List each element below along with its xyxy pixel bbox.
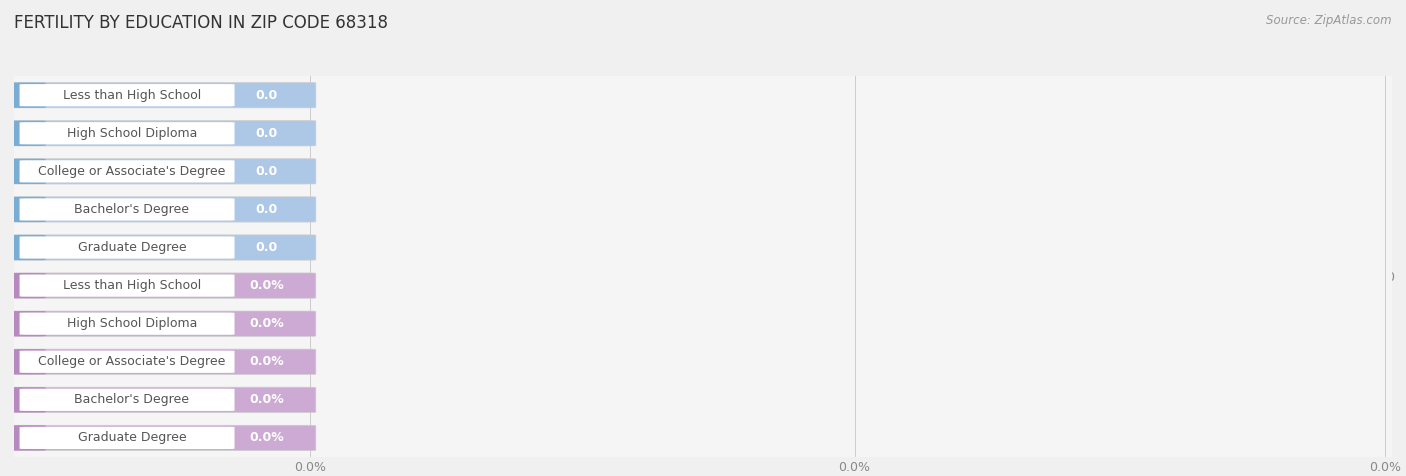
Text: College or Associate's Degree: College or Associate's Degree	[38, 165, 225, 178]
FancyBboxPatch shape	[8, 311, 46, 337]
FancyBboxPatch shape	[20, 351, 235, 373]
Text: Source: ZipAtlas.com: Source: ZipAtlas.com	[1267, 14, 1392, 27]
FancyBboxPatch shape	[8, 235, 316, 260]
Text: High School Diploma: High School Diploma	[66, 127, 197, 140]
FancyBboxPatch shape	[8, 387, 316, 413]
Text: Graduate Degree: Graduate Degree	[77, 241, 186, 254]
FancyBboxPatch shape	[8, 120, 316, 146]
Text: 0.0: 0.0	[256, 165, 278, 178]
FancyBboxPatch shape	[20, 198, 235, 220]
FancyBboxPatch shape	[20, 122, 235, 144]
Text: College or Associate's Degree: College or Associate's Degree	[38, 355, 225, 368]
FancyBboxPatch shape	[8, 311, 316, 337]
Text: 0.0: 0.0	[256, 241, 278, 254]
FancyBboxPatch shape	[20, 84, 235, 106]
FancyBboxPatch shape	[8, 273, 316, 298]
FancyBboxPatch shape	[8, 235, 46, 260]
FancyBboxPatch shape	[8, 82, 46, 108]
Text: Bachelor's Degree: Bachelor's Degree	[75, 203, 190, 216]
Text: Less than High School: Less than High School	[63, 89, 201, 102]
Text: 0.0%: 0.0%	[249, 431, 284, 445]
Text: 0.0%: 0.0%	[249, 355, 284, 368]
FancyBboxPatch shape	[8, 197, 46, 222]
Text: 0.0%: 0.0%	[249, 393, 284, 407]
Text: Less than High School: Less than High School	[63, 279, 201, 292]
FancyBboxPatch shape	[8, 159, 46, 184]
Text: High School Diploma: High School Diploma	[66, 317, 197, 330]
FancyBboxPatch shape	[20, 313, 235, 335]
FancyBboxPatch shape	[20, 427, 235, 449]
FancyBboxPatch shape	[20, 237, 235, 258]
Text: Bachelor's Degree: Bachelor's Degree	[75, 393, 190, 407]
FancyBboxPatch shape	[20, 160, 235, 182]
FancyBboxPatch shape	[8, 349, 316, 375]
Text: 0.0: 0.0	[256, 127, 278, 140]
FancyBboxPatch shape	[8, 197, 316, 222]
FancyBboxPatch shape	[8, 120, 46, 146]
FancyBboxPatch shape	[8, 425, 316, 451]
Text: FERTILITY BY EDUCATION IN ZIP CODE 68318: FERTILITY BY EDUCATION IN ZIP CODE 68318	[14, 14, 388, 32]
Text: 0.0: 0.0	[256, 203, 278, 216]
FancyBboxPatch shape	[8, 159, 316, 184]
FancyBboxPatch shape	[20, 389, 235, 411]
Text: 0.0%: 0.0%	[249, 317, 284, 330]
FancyBboxPatch shape	[8, 82, 316, 108]
FancyBboxPatch shape	[8, 425, 46, 451]
Text: 0.0: 0.0	[256, 89, 278, 102]
FancyBboxPatch shape	[20, 275, 235, 297]
Text: 0.0%: 0.0%	[249, 279, 284, 292]
FancyBboxPatch shape	[8, 387, 46, 413]
FancyBboxPatch shape	[8, 273, 46, 298]
FancyBboxPatch shape	[8, 349, 46, 375]
Text: Graduate Degree: Graduate Degree	[77, 431, 186, 445]
